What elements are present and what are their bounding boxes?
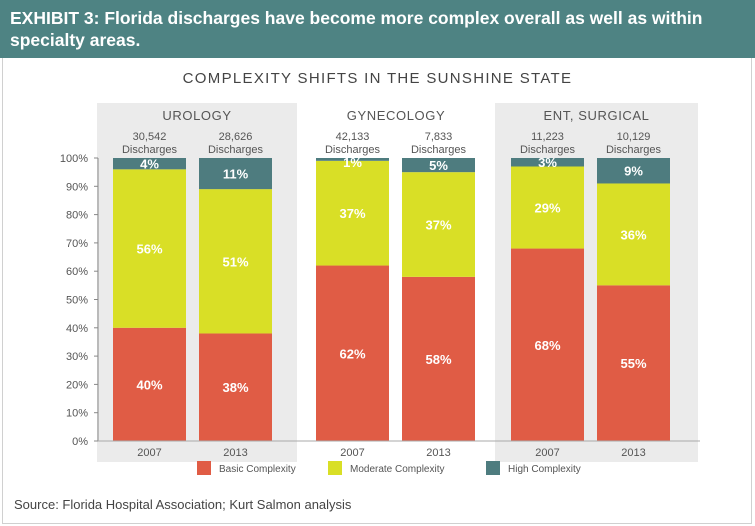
data-label: 1% (343, 155, 362, 170)
data-label: 55% (620, 356, 646, 371)
discharge-label: Discharges (208, 144, 264, 156)
x-tick-label: 2007 (137, 447, 161, 459)
y-tick-label: 30% (66, 351, 88, 363)
exhibit-border (2, 58, 752, 524)
legend-swatch (197, 461, 211, 475)
legend-label: High Complexity (508, 464, 581, 475)
discharge-label: Discharges (325, 144, 381, 156)
discharge-label: Discharges (411, 144, 467, 156)
x-tick-label: 2007 (340, 447, 364, 459)
bar-segment-high (316, 158, 389, 161)
bar-segment-moderate (402, 172, 475, 277)
bar-segment-moderate (199, 189, 272, 334)
x-tick-label: 2007 (535, 447, 559, 459)
data-label: 68% (534, 338, 560, 353)
bar-segment-moderate (113, 169, 186, 328)
bar-segment-high (511, 158, 584, 167)
x-tick-label: 2013 (621, 447, 645, 459)
y-tick-label: 70% (66, 238, 88, 250)
data-label: 37% (339, 206, 365, 221)
x-tick-label: 2013 (223, 447, 247, 459)
y-tick-label: 40% (66, 323, 88, 335)
source-note: Source: Florida Hospital Association; Ku… (14, 497, 352, 512)
data-label: 51% (222, 254, 248, 269)
data-label: 56% (136, 242, 162, 257)
bar-segment-high (199, 158, 272, 190)
data-label: 4% (140, 157, 159, 172)
panel-title: ENT, SURGICAL (543, 108, 649, 123)
bar-segment-high (402, 158, 475, 173)
bar-segment-high (597, 158, 670, 184)
discharge-label: Discharges (606, 144, 662, 156)
data-label: 62% (339, 346, 365, 361)
bar-segment-basic (402, 276, 475, 441)
data-label: 29% (534, 201, 560, 216)
x-tick-label: 2013 (426, 447, 450, 459)
legend-swatch (328, 461, 342, 475)
legend-swatch (486, 461, 500, 475)
panel-title: UROLOGY (162, 108, 231, 123)
exhibit-title: EXHIBIT 3: Florida discharges have becom… (10, 8, 703, 50)
y-tick-label: 0% (72, 436, 88, 448)
exhibit-header: EXHIBIT 3: Florida discharges have becom… (0, 0, 755, 58)
bar-segment-basic (316, 265, 389, 441)
discharge-label: Discharges (520, 144, 576, 156)
discharge-count: 30,542 (133, 131, 167, 143)
y-tick-label: 10% (66, 408, 88, 420)
data-label: 36% (620, 227, 646, 242)
y-tick-label: 80% (66, 210, 88, 222)
bar-segment-moderate (597, 183, 670, 286)
bar-segment-moderate (316, 160, 389, 266)
legend-label: Moderate Complexity (350, 464, 444, 475)
data-label: 9% (624, 164, 643, 179)
data-label: 58% (425, 352, 451, 367)
legend-label: Basic Complexity (219, 464, 296, 475)
data-label: 38% (222, 380, 248, 395)
y-tick-label: 60% (66, 266, 88, 278)
data-label: 40% (136, 377, 162, 392)
bar-segment-high (113, 158, 186, 170)
data-label: 3% (538, 155, 557, 170)
discharge-count: 42,133 (336, 131, 370, 143)
discharge-count: 11,223 (531, 131, 564, 143)
discharge-count: 28,626 (219, 131, 253, 143)
chart-title: COMPLEXITY SHIFTS IN THE SUNSHINE STATE (182, 70, 573, 87)
y-tick-label: 50% (66, 295, 88, 307)
data-label: 11% (223, 167, 249, 182)
bar-segment-basic (511, 248, 584, 441)
bar-segment-moderate (511, 166, 584, 249)
data-label: 5% (429, 158, 448, 173)
discharge-count: 7,833 (425, 131, 453, 143)
y-tick-label: 100% (60, 153, 88, 165)
panel-title: GYNECOLOGY (347, 108, 445, 123)
discharge-label: Discharges (122, 144, 178, 156)
bar-segment-basic (597, 285, 670, 441)
bar-segment-basic (113, 327, 186, 441)
discharge-count: 10,129 (617, 131, 651, 143)
bar-segment-basic (199, 333, 272, 441)
y-tick-label: 20% (66, 379, 88, 391)
y-tick-label: 90% (66, 181, 88, 193)
data-label: 37% (425, 218, 451, 233)
